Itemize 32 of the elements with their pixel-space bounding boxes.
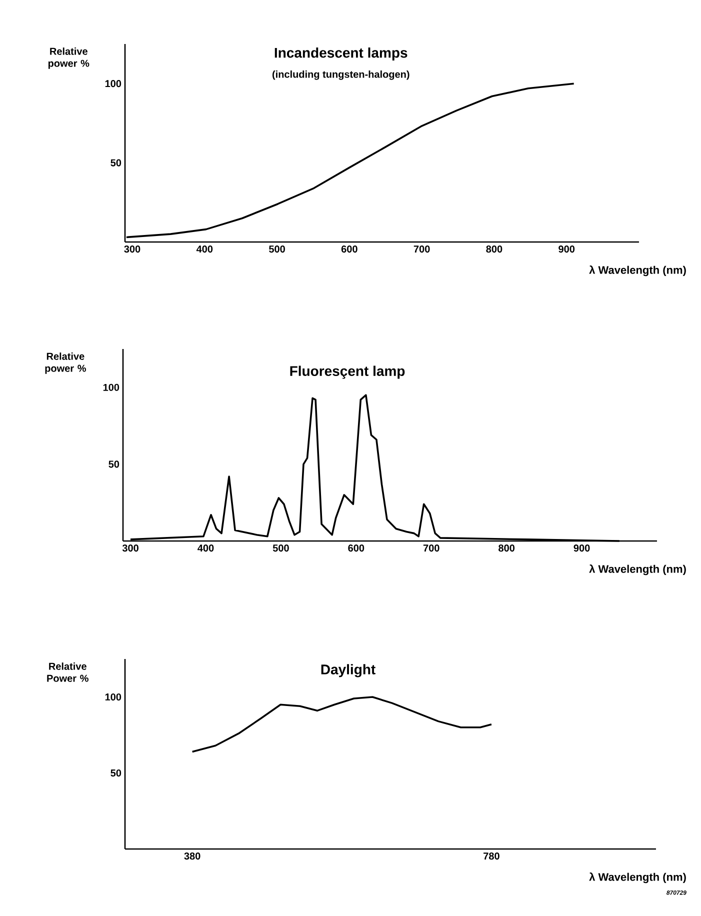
y-tick-label: 100 [105,693,122,701]
x-tick-label: 300 [122,544,138,552]
y-tick-label: 100 [105,80,122,88]
y-tick-label: 100 [103,384,120,391]
x-tick-label: 800 [498,544,515,552]
x-axis-title: λ Wavelength (nm) [589,564,686,576]
x-tick-label: 500 [272,544,289,552]
x-tick-label: 900 [574,544,590,552]
x-tick-label: 800 [486,246,502,253]
x-axis-title: λ Wavelength (nm) [589,872,686,884]
x-tick-label: 600 [348,544,364,552]
x-tick-label: 700 [423,544,440,552]
y-axis-title: Relative Power % [47,662,88,682]
y-tick-label: 50 [110,159,122,166]
y-tick-label: 50 [108,460,120,468]
chart-title: Daylight [321,664,376,678]
x-tick-label: 500 [268,246,285,253]
chart-title: Incandescent lamps [274,47,408,61]
x-tick-label: 400 [196,246,213,253]
y-axis-title: Relative power % [45,352,86,374]
text: (including tungsten-halogen) [272,70,410,80]
text: Fluoresçent lamp [290,366,405,379]
y-tick-label: 50 [110,769,122,777]
y-axis-title: Relative power % [48,48,90,69]
x-axis-title: λ Wavelength (nm) [589,266,686,276]
x-tick-label: 400 [198,544,214,552]
x-tick-label: 700 [414,246,430,253]
x-tick-label: 780 [484,852,500,860]
x-tick-label: 380 [184,852,200,860]
x-tick-label: 900 [558,246,575,253]
x-tick-label: 300 [124,246,140,253]
x-tick-label: 600 [341,246,358,253]
